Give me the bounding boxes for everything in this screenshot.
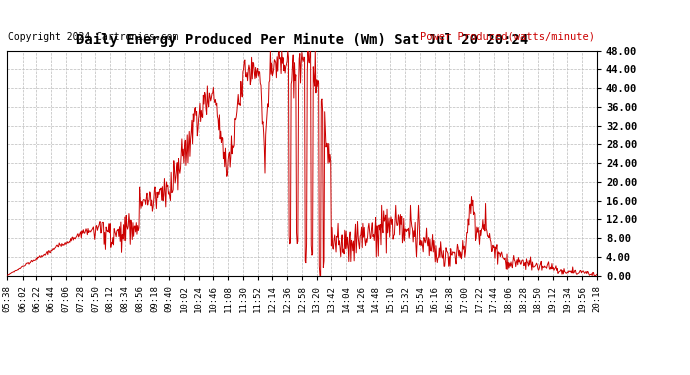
Text: Copyright 2024 Cartronics.com: Copyright 2024 Cartronics.com: [8, 32, 179, 42]
Text: Power Produced(watts/minute): Power Produced(watts/minute): [420, 32, 595, 42]
Title: Daily Energy Produced Per Minute (Wm) Sat Jul 20 20:24: Daily Energy Produced Per Minute (Wm) Sa…: [76, 33, 528, 46]
